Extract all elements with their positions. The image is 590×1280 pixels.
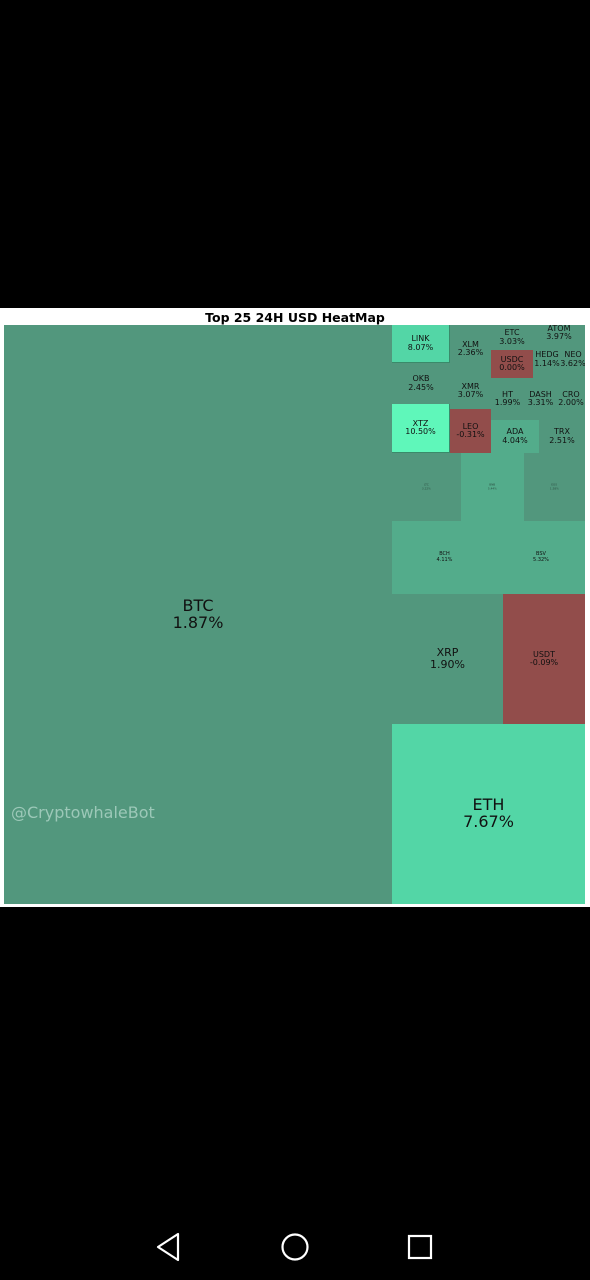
tile-change: 3.31% (527, 398, 554, 407)
heatmap-tile-eth: ETH 7.67% (392, 724, 585, 904)
tile-symbol: USDT (533, 649, 555, 659)
tile-symbol: ATOM (547, 325, 571, 333)
tile-symbol: XLM (462, 339, 479, 349)
tile-change: 1.14% (534, 358, 560, 368)
heatmap-tile-xtz: XTZ 10.50% (392, 404, 450, 453)
tile-change: 1.99% (494, 398, 521, 407)
heatmap-tile-bnb: BNB 5.44% (461, 453, 524, 521)
tile-symbol: BCH (439, 551, 450, 558)
tile-symbol: ETH (472, 795, 505, 815)
heatmap-tile-usdt: USDT -0.09% (503, 594, 585, 724)
heatmap-tile-leo: LEO -0.31% (450, 409, 491, 453)
tile-symbol: LEO (462, 421, 479, 431)
back-button[interactable] (152, 1230, 186, 1264)
tile-symbol: HEDG (535, 350, 559, 360)
tile-change: 0.00% (499, 363, 525, 372)
tile-symbol: LTC (424, 482, 429, 487)
tile-change: 2.36% (457, 348, 484, 357)
tile-change: 4.11% (436, 556, 453, 563)
tile-symbol: BTC (182, 595, 214, 615)
heatmap-tile-ada: ADA 4.04% (491, 420, 539, 453)
recents-button[interactable] (403, 1230, 437, 1264)
tile-symbol: XTZ (412, 418, 429, 428)
watermark: @CryptowhaleBot (11, 803, 155, 822)
heatmap-tile-ltc: LTC 3.22% (392, 453, 461, 521)
tile-symbol: DASH (529, 389, 552, 399)
tile-symbol: BSV (536, 551, 546, 558)
heatmap-tile-cro: CRO 2.00% (557, 378, 585, 420)
tile-change: 5.44% (488, 486, 497, 491)
heatmap-tile-okb: OKB 2.45% (392, 363, 450, 404)
tile-change: 3.97% (546, 332, 572, 341)
heatmap-image: Top 25 24H USD HeatMap BTC 1.87% ETH 7.67% X… (0, 308, 590, 907)
heatmap-tile-link: LINK 8.07% (392, 325, 450, 363)
tile-change: 1.87% (172, 612, 224, 632)
tile-change: 4.04% (502, 435, 528, 445)
heatmap-tile-xrp: XRP 1.90% (392, 594, 503, 724)
heatmap-tile-neo: NEO 3.62% (561, 341, 585, 378)
heatmap-tile-xlm: XLM 2.36% (450, 325, 491, 373)
tile-symbol: XMR (461, 381, 480, 391)
heatmap-tile-atom: ATOM 3.97% (533, 325, 585, 341)
tile-symbol: EOS (551, 482, 558, 487)
heatmap-tile-xmr: XMR 3.07% (450, 373, 491, 409)
tile-change: -0.09% (529, 658, 559, 667)
heatmap-tile-btc: BTC 1.87% (4, 325, 392, 904)
heatmap-tile-dash: DASH 3.31% (524, 378, 557, 420)
navigation-bar (0, 1214, 590, 1280)
tile-change: 2.00% (558, 398, 584, 407)
tile-change: 1.58% (550, 486, 559, 491)
home-button[interactable] (278, 1230, 312, 1264)
heatmap-tile-bch: BCH 4.11% (392, 521, 497, 594)
heatmap-tile-bsv: BSV 5.32% (497, 521, 585, 594)
tile-change: 3.22% (422, 486, 431, 491)
treemap: BTC 1.87% ETH 7.67% XRP 1.90% USDT -0.09% BCH 4.1… (4, 325, 585, 904)
tile-symbol: HT (502, 389, 513, 399)
tile-change: 3.07% (457, 390, 484, 399)
tile-symbol: ETC (504, 328, 520, 338)
chart-title: Top 25 24H USD HeatMap (205, 310, 385, 325)
tile-symbol: BNB (489, 482, 496, 487)
tile-change: 7.67% (463, 812, 514, 831)
tile-symbol: OKB (412, 374, 430, 384)
tile-change: 2.51% (549, 435, 575, 445)
recents-square-icon (407, 1234, 433, 1260)
tile-symbol: NEO (564, 350, 582, 360)
heatmap-tile-eos: EOS 1.58% (524, 453, 585, 521)
heatmap-tile-ht: HT 1.99% (491, 378, 524, 420)
heatmap-tile-hedg: HEDG 1.14% (533, 341, 561, 378)
back-triangle-icon (156, 1232, 180, 1262)
tile-change: 8.07% (407, 342, 434, 352)
heatmap-tile-usdc: USDC 0.00% (491, 350, 533, 378)
heatmap-tile-trx: TRX 2.51% (539, 420, 585, 453)
tile-symbol: USDC (500, 354, 524, 364)
tile-change: 3.62% (561, 358, 585, 368)
tile-change: -0.31% (456, 430, 485, 439)
tile-symbol: CRO (562, 389, 580, 399)
tile-symbol: XRP (436, 646, 459, 660)
tile-change: 5.32% (533, 556, 549, 563)
tile-symbol: LINK (411, 334, 430, 344)
home-circle-icon (281, 1233, 309, 1261)
tile-change: 10.50% (405, 427, 436, 436)
tile-change: 2.45% (408, 382, 434, 392)
tile-change: 3.03% (499, 336, 525, 346)
tile-symbol: TRX (554, 427, 570, 437)
tile-symbol: ADA (506, 427, 524, 437)
tile-change: 1.90% (430, 658, 465, 671)
heatmap-tile-etc: ETC 3.03% (491, 325, 533, 350)
